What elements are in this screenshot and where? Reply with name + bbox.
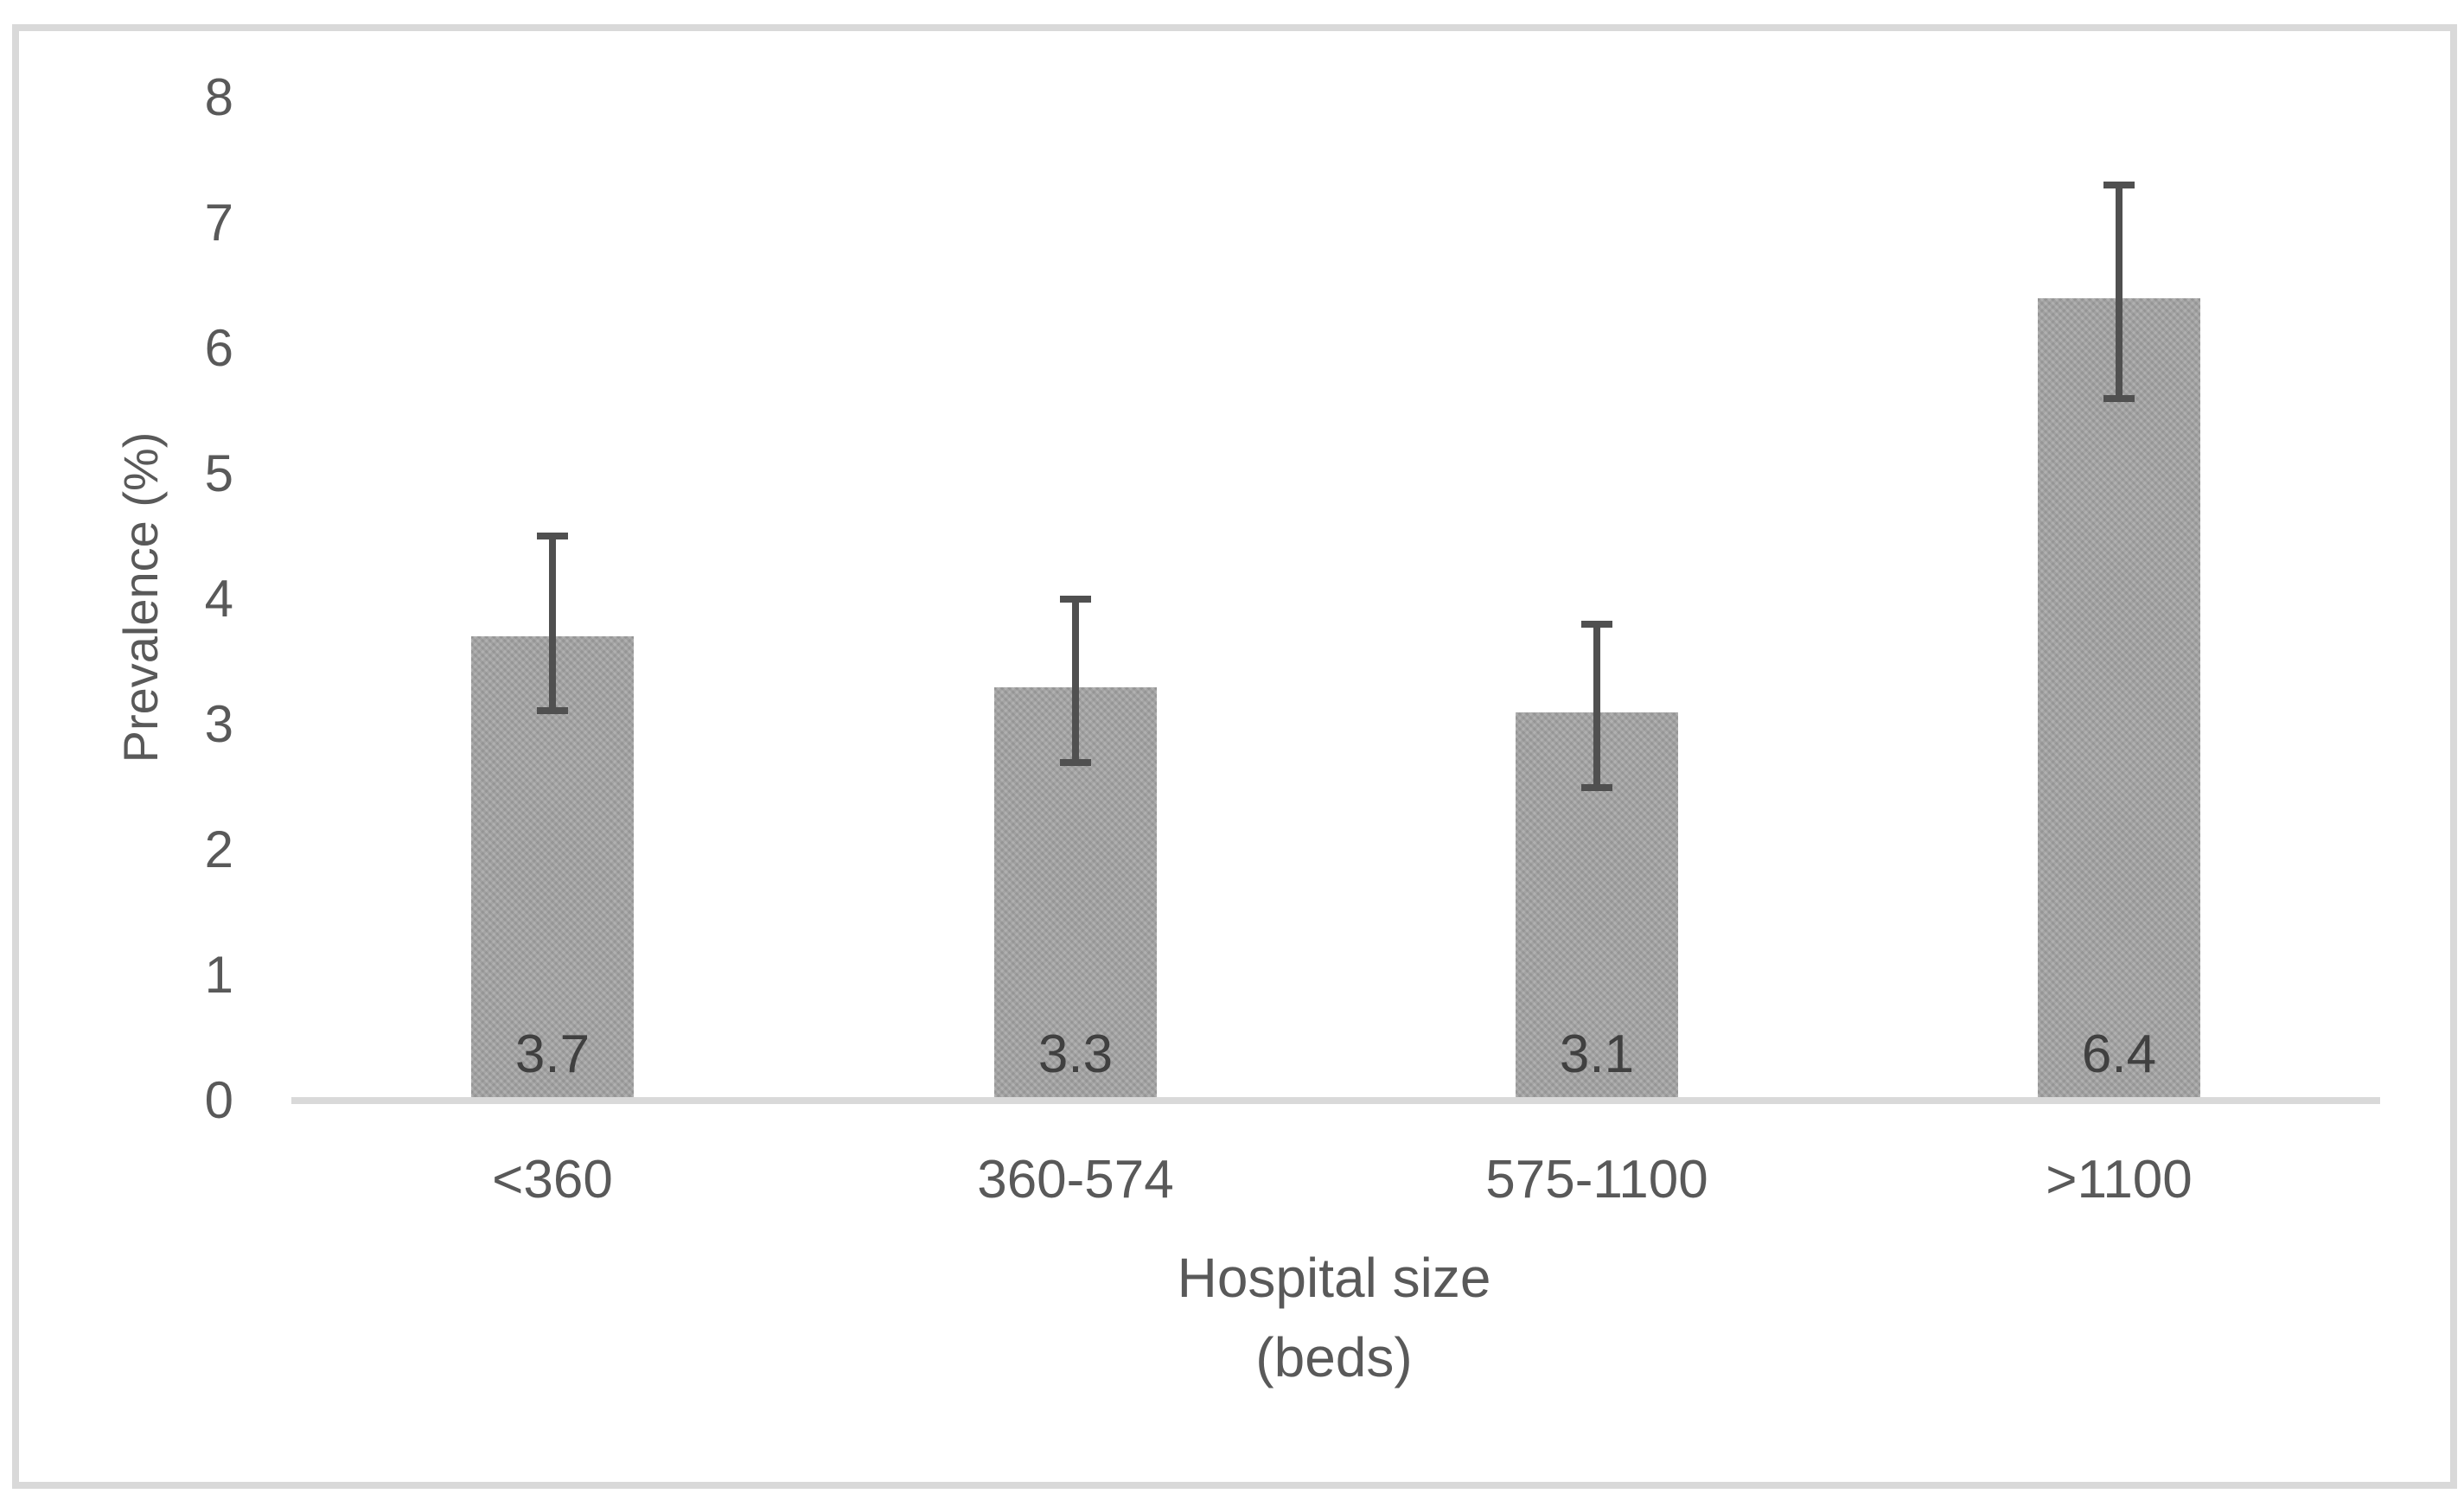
y-tick-1: 1 [204, 946, 233, 1004]
data-label: 3.1 [1559, 1024, 1635, 1084]
error-bar-stem [1072, 599, 1079, 763]
data-label: 3.3 [1037, 1024, 1114, 1084]
y-tick-4: 4 [204, 570, 233, 628]
x-axis-title-line-1: Hospital size [1177, 1247, 1491, 1309]
y-tick-8: 8 [204, 68, 233, 126]
error-bar-stem [549, 536, 556, 712]
error-bar-cap-bottom [537, 707, 568, 714]
error-bar-cap-top [2103, 182, 2135, 188]
y-tick-0: 0 [204, 1071, 233, 1129]
error-bar-cap-top [537, 533, 568, 539]
error-bar-cap-bottom [1060, 759, 1091, 766]
y-tick-5: 5 [204, 444, 233, 502]
data-label: 6.4 [2081, 1024, 2157, 1084]
y-tick-2: 2 [204, 820, 233, 878]
y-tick-7: 7 [204, 194, 233, 252]
error-bar-cap-top [1060, 596, 1091, 603]
error-bar-stem [1593, 624, 1600, 788]
x-axis-title-line-2: (beds) [1255, 1326, 1413, 1388]
y-axis-title: Prevalence (%) [113, 431, 168, 763]
x-tick-360-574: 360-574 [977, 1150, 1174, 1210]
x-tick-575-1100: 575-1100 [1485, 1150, 1708, 1210]
y-tick-6: 6 [204, 319, 233, 377]
x-tick-gt-1100: >1100 [2046, 1150, 2193, 1210]
x-axis-line [291, 1097, 2380, 1104]
data-label: 3.7 [514, 1024, 590, 1084]
error-bar-cap-top [1581, 621, 1612, 628]
error-bar-cap-bottom [2103, 395, 2135, 402]
x-tick-lt-360: <360 [492, 1150, 613, 1210]
error-bar-cap-bottom [1581, 784, 1612, 791]
error-bar-stem [2116, 185, 2122, 399]
bar-gt-1100: 6.4 [2038, 298, 2200, 1101]
y-tick-3: 3 [204, 695, 233, 753]
